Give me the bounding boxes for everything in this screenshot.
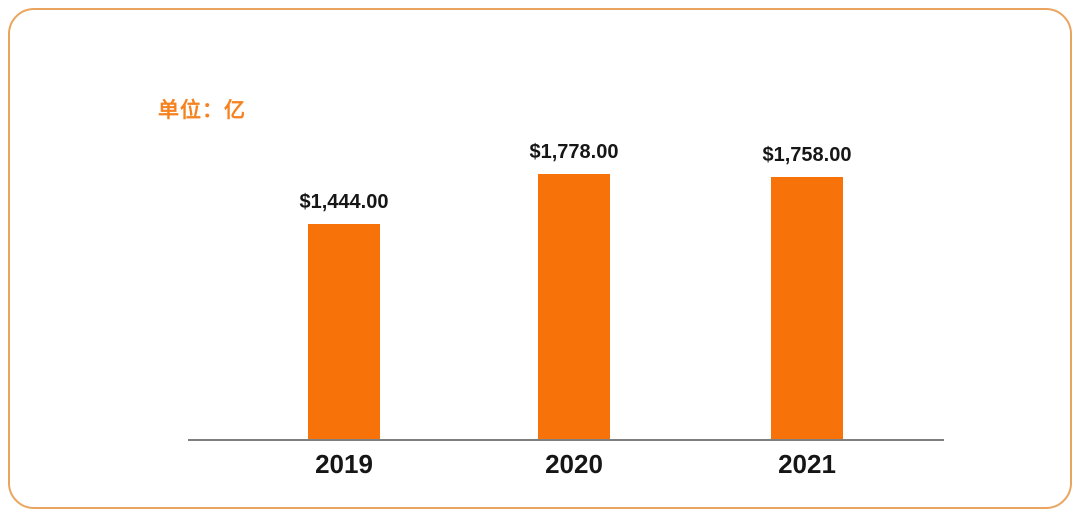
bar — [308, 224, 380, 439]
bar — [538, 174, 610, 439]
bar-value-label: $1,444.00 — [299, 191, 389, 213]
x-axis-label: 2021 — [778, 449, 836, 479]
x-axis-label: 2020 — [545, 449, 603, 479]
bar-value-label: $1,758.00 — [762, 144, 852, 166]
chart-card: 单位：亿 $1,444.00 2019 $1,778.00 2020 $1,758.00… — [8, 8, 1072, 509]
bar-value-label: $1,778.00 — [529, 141, 619, 163]
bar — [771, 177, 843, 439]
x-axis-label: 2019 — [315, 449, 373, 479]
unit-label: 单位：亿 — [158, 99, 246, 122]
plot-area: $1,444.00 2019 $1,778.00 2020 $1,758.00 2021 — [188, 110, 944, 479]
x-axis-line — [188, 439, 944, 441]
